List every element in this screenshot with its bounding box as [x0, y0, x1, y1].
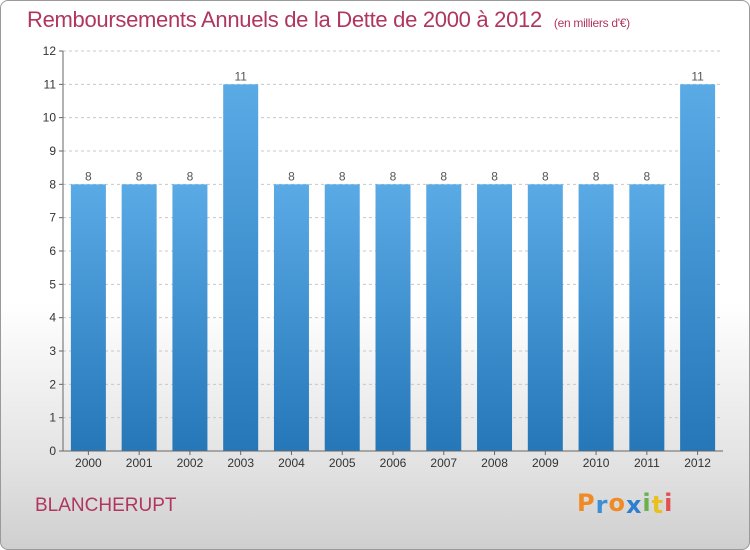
bar-2006 — [375, 184, 411, 452]
x-tick-label-2010: 2010 — [583, 456, 610, 470]
bar-2002 — [172, 184, 208, 452]
data-label-2011: 8 — [644, 169, 651, 183]
proxiti-logo: Proxiti — [577, 489, 674, 519]
y-tick-label: 10 — [43, 111, 57, 125]
chart-title: Remboursements Annuels de la Dette de 20… — [27, 7, 630, 33]
data-label-2009: 8 — [542, 169, 549, 183]
logo-letter: i — [664, 489, 674, 517]
bar-2011 — [629, 184, 665, 452]
data-labels: 8 8 8 11 8 8 8 8 8 8 8 8 11 — [85, 69, 704, 183]
bar-2010 — [578, 184, 614, 452]
bars — [70, 84, 716, 452]
chart-title-text: Remboursements Annuels de la Dette de 20… — [27, 7, 542, 32]
data-label-2006: 8 — [390, 169, 397, 183]
data-label-2002: 8 — [187, 169, 194, 183]
chart-subtitle: (en milliers d'€) — [553, 16, 630, 30]
y-tick-label: 4 — [49, 311, 56, 325]
bar-2012 — [680, 84, 716, 451]
y-tick-label: 1 — [49, 411, 56, 425]
x-tick-label-2008: 2008 — [481, 456, 508, 470]
data-label-2003: 11 — [234, 69, 247, 83]
y-tick-label: 11 — [44, 77, 57, 91]
x-tick-label-2005: 2005 — [329, 456, 356, 470]
data-label-2008: 8 — [491, 169, 498, 183]
y-tick-label: 8 — [49, 177, 56, 191]
x-tick-label-2003: 2003 — [227, 456, 254, 470]
bar-2008 — [477, 184, 513, 452]
data-label-2000: 8 — [85, 169, 92, 183]
x-tick-label-2001: 2001 — [126, 456, 153, 470]
x-tick-label-2012: 2012 — [684, 456, 711, 470]
data-label-2005: 8 — [339, 169, 346, 183]
logo-letter: r — [595, 491, 609, 519]
y-tick-label: 0 — [49, 444, 56, 458]
x-tick-label-2002: 2002 — [177, 456, 204, 470]
data-label-2010: 8 — [593, 169, 600, 183]
x-tick-label-2004: 2004 — [278, 456, 305, 470]
bar-2007 — [426, 184, 462, 452]
y-tick-label: 7 — [49, 211, 56, 225]
x-tick-label-2007: 2007 — [430, 456, 457, 470]
commune-name: BLANCHERUPT — [35, 495, 177, 516]
logo-letter: P — [577, 489, 596, 517]
data-label-2001: 8 — [136, 169, 143, 183]
y-tick-label: 9 — [49, 144, 56, 158]
y-tick-label: 3 — [49, 344, 56, 358]
bar-2003 — [223, 84, 259, 451]
bar-2000 — [70, 184, 106, 452]
y-tick-label: 2 — [49, 377, 56, 391]
y-tick-label: 6 — [49, 244, 56, 258]
data-label-2004: 8 — [288, 169, 295, 183]
data-label-2007: 8 — [440, 169, 447, 183]
logo-letter: x — [625, 491, 643, 519]
bar-2004 — [273, 184, 309, 452]
data-label-2012: 11 — [691, 69, 704, 83]
bar-2005 — [324, 184, 360, 452]
y-tick-label: 5 — [49, 277, 56, 291]
logo-letter: i — [642, 489, 652, 517]
y-tick-label: 12 — [43, 44, 57, 58]
logo-letter: o — [608, 489, 626, 517]
x-tick-label-2009: 2009 — [532, 456, 559, 470]
x-tick-label-2000: 2000 — [75, 456, 102, 470]
x-tick-label-2006: 2006 — [380, 456, 407, 470]
logo-letter: t — [651, 491, 665, 519]
x-tick-label-2011: 2011 — [634, 456, 660, 470]
bar-2001 — [121, 184, 157, 452]
bar-2009 — [527, 184, 563, 452]
